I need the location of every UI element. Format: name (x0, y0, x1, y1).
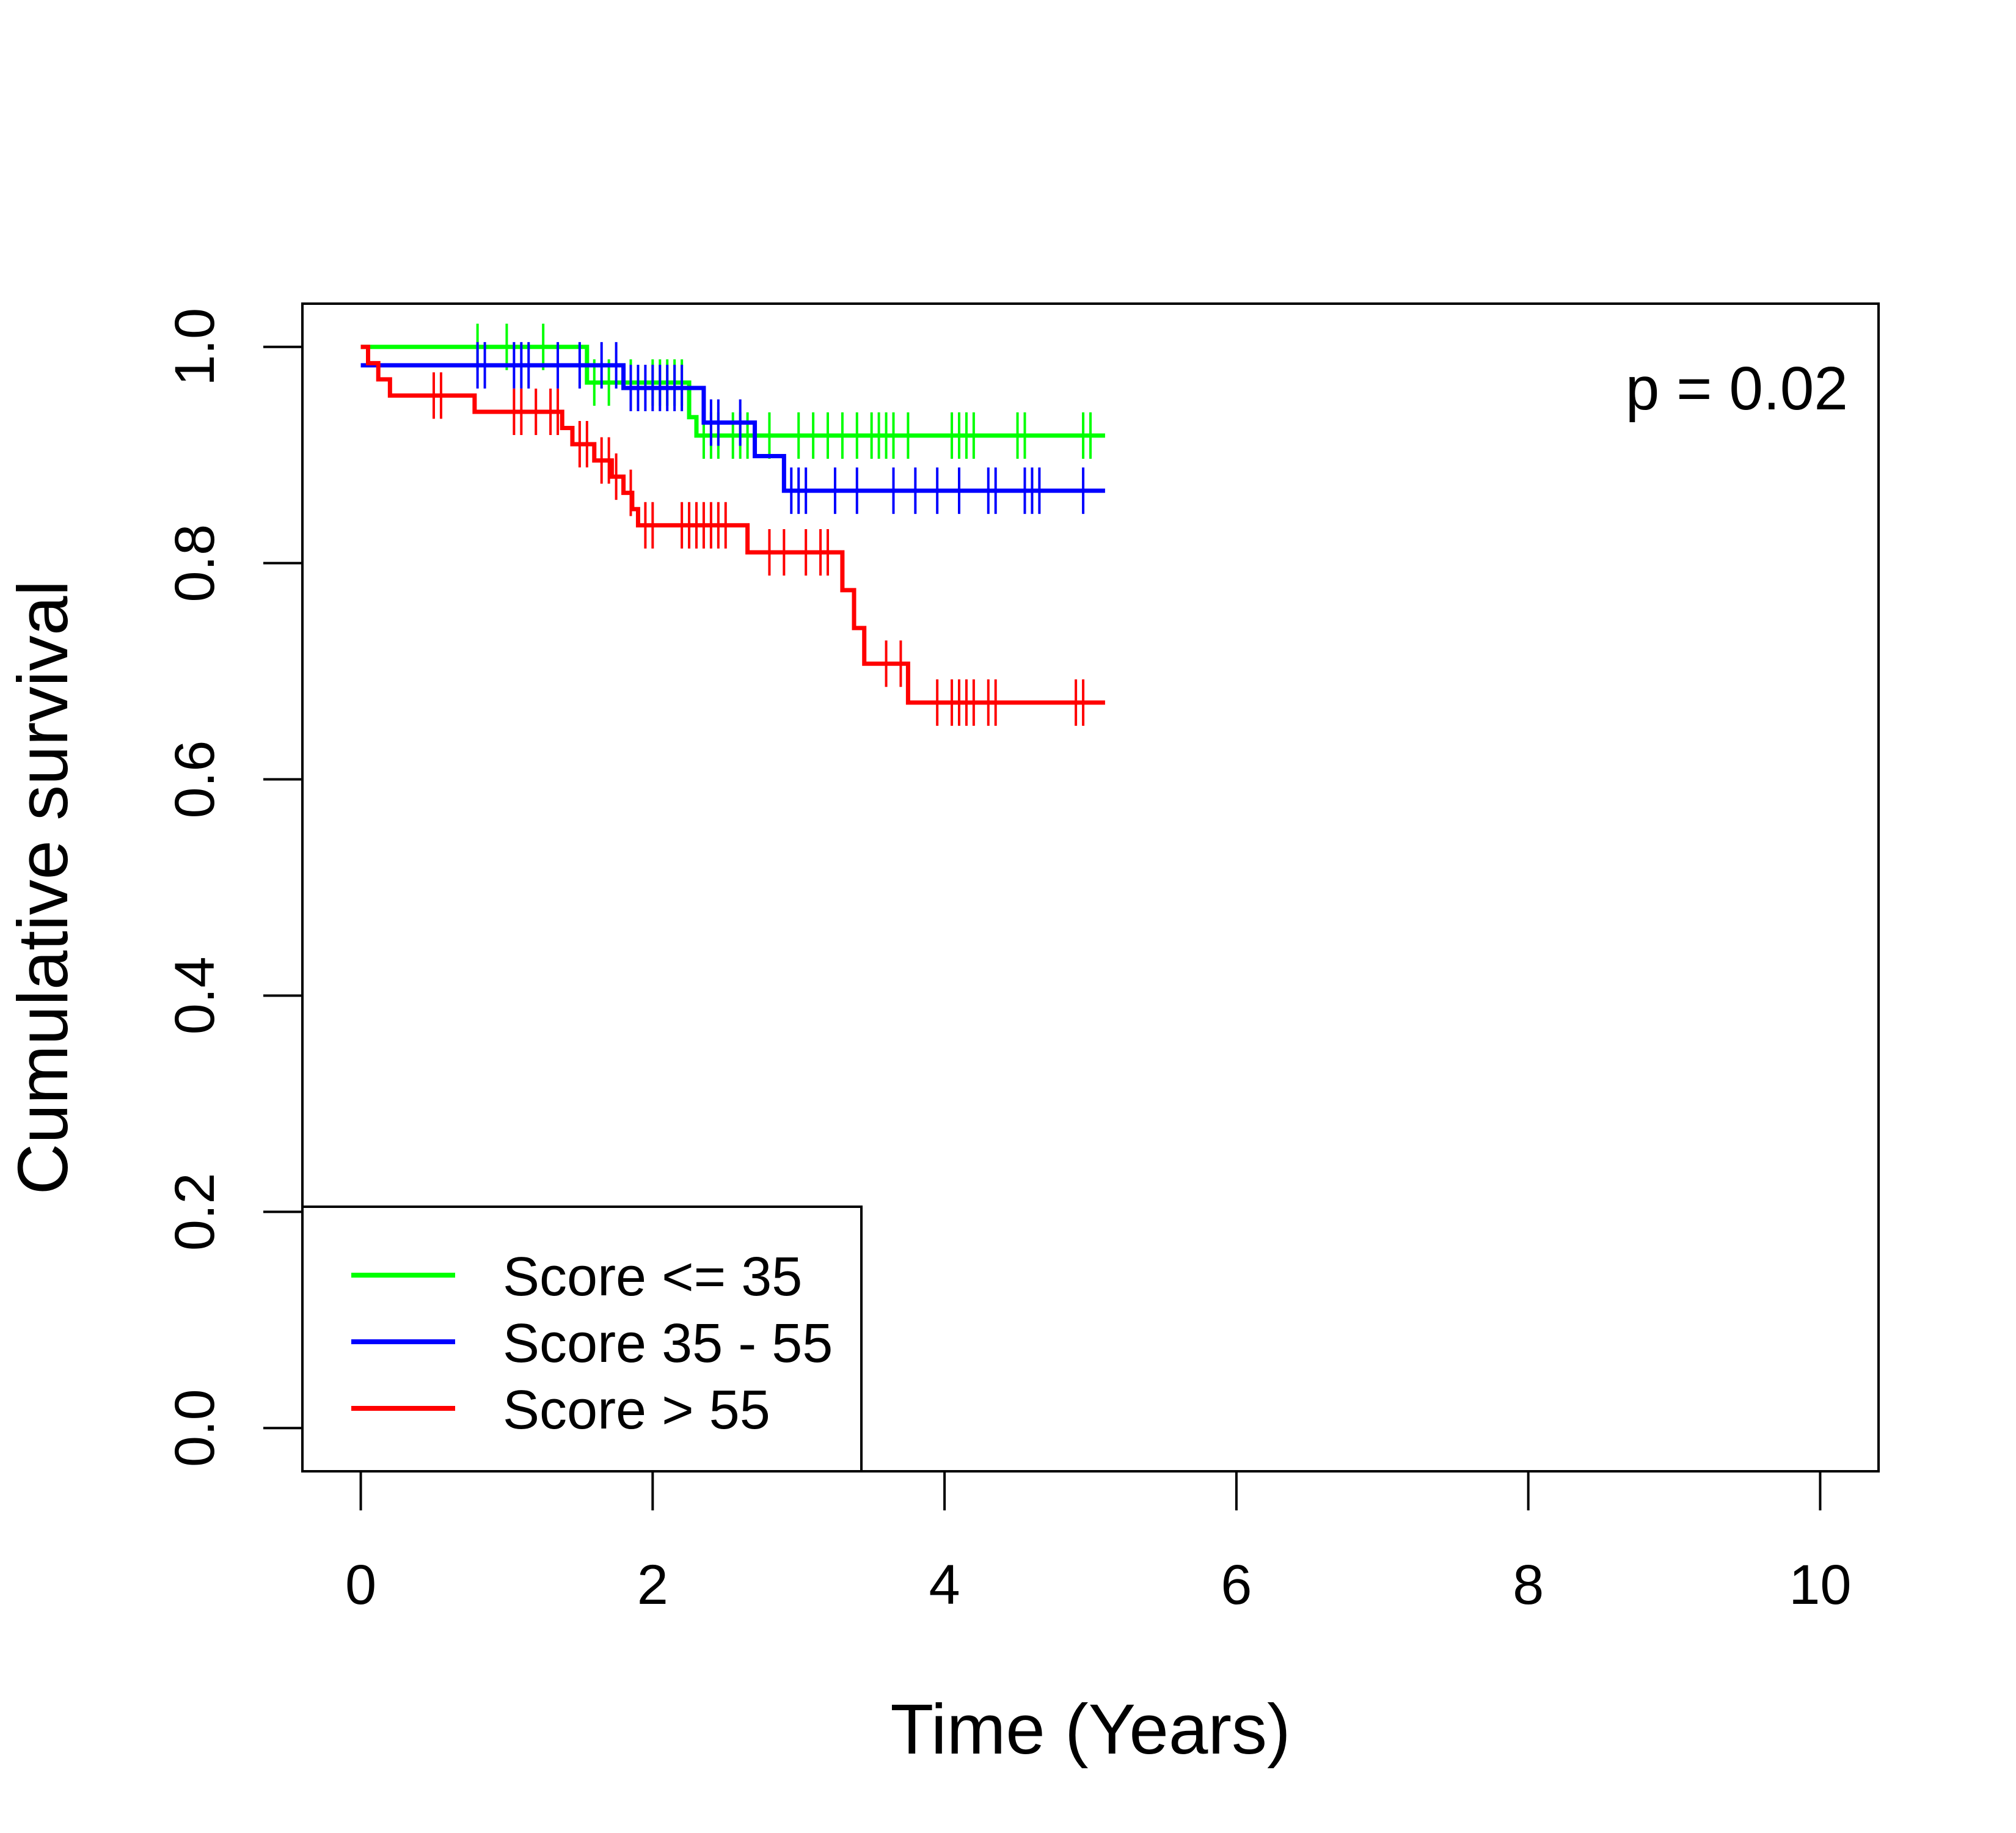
x-tick-label: 10 (1789, 1554, 1851, 1616)
y-tick-label: 1.0 (164, 308, 226, 386)
x-tick-label: 8 (1513, 1554, 1544, 1616)
legend-label: Score 35 - 55 (503, 1313, 833, 1374)
legend-label: Score <= 35 (503, 1246, 802, 1308)
survival-curve (360, 345, 1105, 705)
x-axis-label: Time (Years) (890, 1689, 1290, 1769)
legend-label: Score > 55 (503, 1380, 770, 1441)
x-tick-label: 4 (929, 1554, 960, 1616)
y-tick-label: 0.6 (164, 741, 226, 819)
y-tick-label: 0.4 (164, 956, 226, 1034)
x-tick-label: 2 (637, 1554, 668, 1616)
survival-curve (360, 345, 1105, 438)
plot-frame (301, 302, 1880, 1473)
legend-box (301, 1206, 863, 1473)
y-tick-label: 0.2 (164, 1173, 226, 1251)
p-value-annotation: p = 0.02 (1626, 354, 1848, 423)
x-tick-label: 6 (1221, 1554, 1252, 1616)
y-tick-label: 0.8 (164, 524, 226, 602)
y-tick-label: 0.0 (164, 1389, 226, 1467)
survival-curve (360, 363, 1105, 493)
y-axis-label: Cumulative survival (3, 580, 82, 1195)
x-tick-label: 0 (345, 1554, 376, 1616)
